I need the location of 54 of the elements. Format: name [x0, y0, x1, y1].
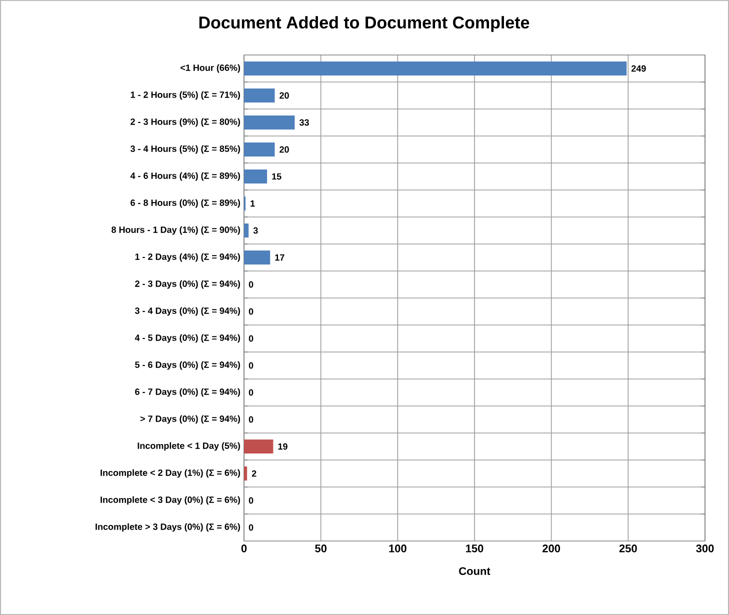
data-label: 3	[253, 227, 258, 234]
data-label: 0	[248, 335, 254, 342]
data-label: 20	[280, 146, 289, 153]
y-tick-label: 3 - 4 Hours (5%) (Σ = 85%)	[130, 145, 240, 154]
data-label: 0	[248, 497, 254, 504]
bar	[244, 169, 268, 184]
y-tick-label: <1 Hour (66%)	[180, 64, 240, 73]
y-tick-label: > 7 Days (0%) (Σ = 94%)	[140, 415, 240, 424]
y-tick-label: 3 - 4 Days (0%) (Σ = 94%)	[134, 307, 240, 316]
bar	[244, 466, 248, 480]
data-label: 0	[248, 416, 254, 423]
y-tick-label: Incomplete < 3 Day (0%) (Σ = 6%)	[100, 496, 240, 505]
x-tick-label: 200	[542, 544, 560, 552]
bar	[244, 115, 295, 130]
x-tick-label: 0	[241, 544, 247, 552]
y-tick-label: 2 - 3 Hours (9%) (Σ = 80%)	[130, 118, 240, 127]
bar	[244, 223, 249, 238]
data-label: 2	[252, 470, 256, 477]
data-label: 0	[248, 389, 254, 396]
x-tick-label: 250	[619, 544, 637, 552]
data-label: 20	[280, 92, 289, 99]
bar	[244, 88, 275, 102]
x-tick-label: 100	[389, 544, 406, 552]
y-tick-label: 6 - 8 Hours (0%) (Σ = 89%)	[130, 199, 240, 208]
x-tick-label: 300	[696, 544, 714, 552]
x-tick-label: 50	[315, 544, 326, 552]
data-label: 0	[248, 308, 254, 315]
y-tick-label: 6 - 7 Days (0%) (Σ = 94%)	[135, 388, 240, 397]
y-tick-label: 4 - 6 Hours (4%) (Σ = 89%)	[130, 172, 240, 181]
data-label: 0	[248, 281, 254, 288]
data-label: 33	[299, 119, 309, 126]
data-label: 17	[275, 254, 284, 261]
bar	[244, 142, 275, 156]
data-label: 0	[248, 524, 254, 531]
bar	[244, 62, 627, 76]
y-tick-label: 1 - 2 Hours (5%) (Σ = 71%)	[130, 91, 240, 100]
x-tick-label: 150	[466, 544, 484, 552]
data-label: 19	[278, 443, 288, 450]
data-label: 15	[272, 173, 282, 180]
bar	[244, 250, 270, 264]
y-tick-label: 2 - 3 Days (0%) (Σ = 94%)	[135, 280, 240, 289]
y-tick-label: Incomplete < 1 Day (5%)	[138, 442, 240, 451]
chart-title: Document Added to Document Complete	[199, 16, 530, 32]
data-label: 249	[631, 65, 646, 72]
y-tick-label: 8 Hours - 1 Day (1%) (Σ = 90%)	[112, 226, 240, 235]
x-axis-title: Count	[459, 567, 490, 575]
data-label: 0	[248, 362, 254, 369]
y-tick-label: 5 - 6 Days (0%) (Σ = 94%)	[135, 361, 240, 370]
y-tick-label: Incomplete < 2 Day (1%) (Σ = 6%)	[100, 469, 240, 478]
data-label: 1	[250, 200, 255, 207]
y-tick-label: 4 - 5 Days (0%) (Σ = 94%)	[134, 334, 240, 343]
bar	[244, 439, 274, 454]
y-tick-label: 1 - 2 Days (4%) (Σ = 94%)	[135, 253, 240, 262]
y-tick-label: Incomplete > 3 Days (0%) (Σ = 6%)	[96, 523, 240, 532]
